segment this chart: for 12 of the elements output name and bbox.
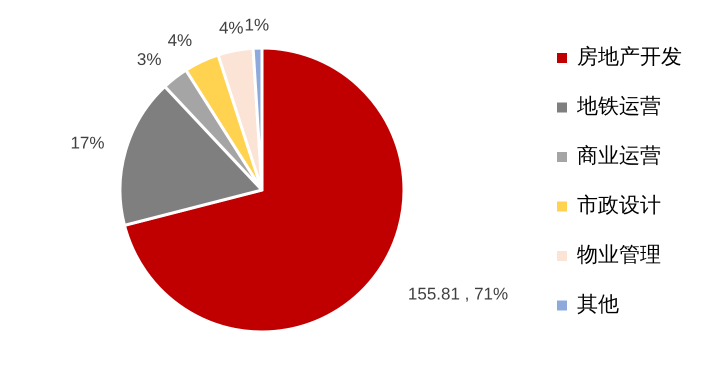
- data-label: 1%: [244, 16, 270, 35]
- legend-label: 商业运营: [577, 144, 661, 168]
- data-label: 17%: [70, 134, 105, 153]
- data-label: 3%: [136, 50, 162, 69]
- legend-label: 市政设计: [577, 194, 661, 218]
- data-label: 4%: [218, 18, 244, 38]
- legend-label: 物业管理: [577, 244, 661, 267]
- legend-label: 其他: [577, 293, 619, 316]
- data-label: 4%: [168, 31, 192, 50]
- legend-label: 房地产开发: [577, 46, 682, 69]
- data-label: 155.81 , 71%: [408, 284, 508, 304]
- legend-label: 地铁运营: [576, 95, 661, 118]
